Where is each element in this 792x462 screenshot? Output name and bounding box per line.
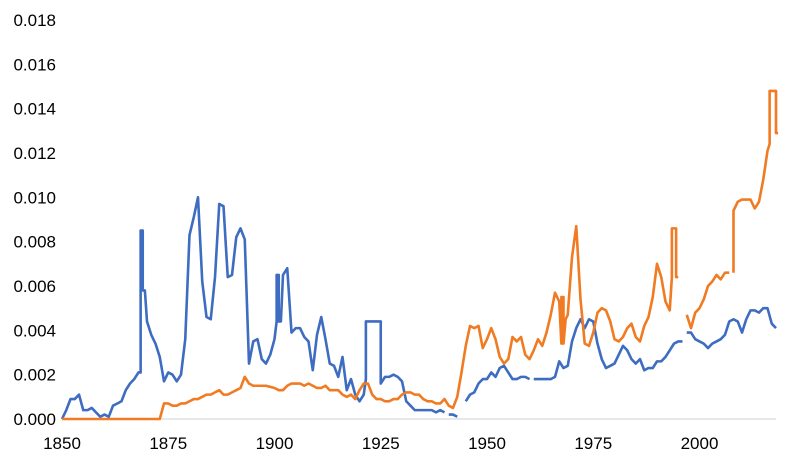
blue-series-line-3 <box>533 317 683 381</box>
x-tick-label: 1850 <box>43 434 81 453</box>
x-axis: 1850 1875 1900 1925 1950 1975 2000 <box>43 418 776 453</box>
blue-series-line-4 <box>686 306 777 350</box>
y-tick-label: 0.012 <box>13 144 56 163</box>
y-tick-label: 0.018 <box>13 11 56 30</box>
blue-series-line-0 <box>60 196 446 420</box>
x-tick-label: 2000 <box>681 434 719 453</box>
y-tick-label: 0.016 <box>13 55 56 74</box>
y-tick-label: 0.010 <box>13 188 56 207</box>
y-tick-label: 0.006 <box>13 277 56 296</box>
orange-series-line-7 <box>732 89 779 273</box>
blue-series-line-1 <box>448 413 458 418</box>
y-tick-label: 0.002 <box>13 366 56 385</box>
x-tick-label: 1950 <box>468 434 506 453</box>
x-tick-label: 1900 <box>256 434 294 453</box>
orange-series-line-5 <box>62 224 679 421</box>
y-tick-label: 0.014 <box>13 100 56 119</box>
blue-series-line-2 <box>464 364 531 402</box>
x-tick-label: 1925 <box>362 434 400 453</box>
x-tick-label: 1875 <box>149 434 187 453</box>
y-axis: 0.000 0.002 0.004 0.006 0.008 0.010 0.012 0.014… <box>13 11 56 429</box>
y-tick-label: 0.008 <box>13 233 56 252</box>
y-tick-label: 0.000 <box>13 410 56 429</box>
orange-series-line-6 <box>685 271 730 330</box>
x-tick-label: 1975 <box>574 434 612 453</box>
series-layer <box>60 89 779 421</box>
y-tick-label: 0.004 <box>13 321 56 340</box>
